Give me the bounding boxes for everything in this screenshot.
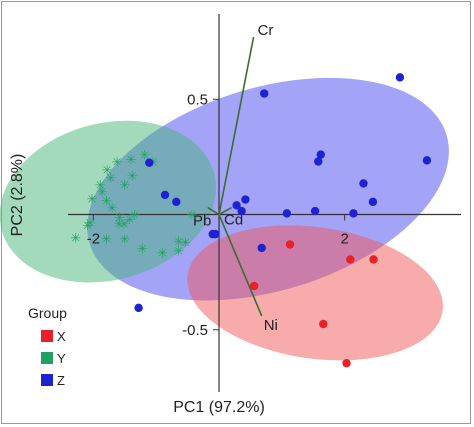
point-y: ✳ bbox=[114, 218, 125, 233]
point-y: ✳ bbox=[101, 195, 112, 210]
vector-ni bbox=[218, 214, 263, 317]
point-z bbox=[145, 158, 154, 167]
vector-pb bbox=[207, 206, 220, 216]
point-y: ✳ bbox=[102, 164, 113, 179]
point-y: ✳ bbox=[173, 244, 184, 259]
legend-title: Group bbox=[28, 305, 67, 321]
point-y: ✳ bbox=[106, 172, 117, 187]
point-z bbox=[349, 209, 358, 218]
ellipse-y bbox=[0, 120, 216, 283]
vector-cd bbox=[218, 206, 232, 216]
point-y: ✳ bbox=[82, 219, 93, 234]
point-y: ✳ bbox=[119, 179, 130, 194]
y-tick-label: 0.5 bbox=[187, 91, 208, 108]
point-z bbox=[134, 303, 143, 313]
point-z bbox=[232, 201, 241, 210]
point-y: ✳ bbox=[127, 169, 138, 184]
point-y: ✳ bbox=[87, 192, 98, 207]
point-z bbox=[422, 156, 432, 165]
x-tick-label: -2 bbox=[87, 231, 100, 248]
legend-swatch-x bbox=[41, 330, 53, 342]
vector-cr bbox=[218, 36, 255, 215]
x-tick-label: 2 bbox=[340, 231, 348, 248]
point-y: ✳ bbox=[97, 185, 108, 200]
vector-label-cr: Cr bbox=[258, 22, 274, 39]
point-x bbox=[342, 358, 351, 368]
point-y: ✳ bbox=[126, 153, 137, 168]
legend-swatch-y bbox=[41, 352, 53, 364]
legend-label-y: Y bbox=[57, 351, 66, 366]
point-z bbox=[359, 179, 368, 188]
point-z bbox=[241, 195, 250, 204]
point-y: ✳ bbox=[157, 247, 168, 262]
data-points: ✳✳✳✳✳✳✳✳✳✳✳✳✳✳✳✳✳✳✳✳✳✳✳✳✳✳✳✳✳ bbox=[70, 73, 432, 368]
point-y: ✳ bbox=[119, 233, 130, 248]
point-y: ✳ bbox=[70, 232, 81, 247]
point-y: ✳ bbox=[173, 235, 184, 250]
ellipse-x bbox=[187, 225, 443, 361]
point-x bbox=[346, 255, 355, 264]
point-y: ✳ bbox=[101, 233, 112, 248]
point-z bbox=[368, 197, 378, 207]
point-y: ✳ bbox=[85, 217, 96, 232]
point-x bbox=[249, 281, 259, 291]
point-x bbox=[369, 255, 378, 264]
point-y: ✳ bbox=[124, 213, 135, 228]
point-z bbox=[172, 197, 181, 207]
point-z bbox=[208, 229, 217, 239]
point-x bbox=[319, 319, 328, 329]
legend-label-z: Z bbox=[57, 373, 65, 388]
point-y: ✳ bbox=[137, 242, 148, 257]
axes: -2 2 0.5 -0.5 bbox=[68, 14, 461, 392]
point-z bbox=[160, 190, 170, 200]
y-axis-title: PC2 (2.8%) bbox=[9, 154, 26, 237]
point-y: ✳ bbox=[129, 209, 140, 224]
point-x bbox=[285, 240, 295, 249]
point-y: ✳ bbox=[139, 149, 150, 164]
point-y: ✳ bbox=[187, 209, 198, 224]
group-ellipses bbox=[0, 77, 449, 361]
legend: Group XYZ bbox=[28, 305, 67, 388]
point-z bbox=[395, 73, 405, 82]
y-tick-label: -0.5 bbox=[182, 322, 208, 339]
point-y: ✳ bbox=[119, 218, 130, 233]
point-z bbox=[257, 243, 266, 253]
point-y: ✳ bbox=[114, 211, 125, 226]
legend-swatch-z bbox=[41, 374, 53, 386]
point-y: ✳ bbox=[112, 156, 123, 171]
point-y: ✳ bbox=[180, 236, 191, 251]
point-z bbox=[314, 157, 323, 166]
point-z bbox=[237, 206, 246, 216]
axis-labels: PC1 (97.2%) PC2 (2.8%) bbox=[9, 154, 265, 416]
point-z bbox=[316, 150, 325, 159]
vector-label-pb: Pb bbox=[193, 213, 211, 230]
x-axis-title: PC1 (97.2%) bbox=[173, 399, 265, 416]
point-y: ✳ bbox=[107, 202, 118, 217]
loading-vectors: Cr Ni Pb Cd bbox=[193, 22, 278, 334]
point-z bbox=[260, 89, 269, 98]
vector-label-cd: Cd bbox=[224, 212, 243, 229]
legend-label-x: X bbox=[57, 329, 66, 344]
point-z bbox=[282, 209, 292, 218]
point-y: ✳ bbox=[95, 179, 106, 194]
vector-label-ni: Ni bbox=[264, 317, 278, 334]
point-z bbox=[310, 206, 320, 216]
